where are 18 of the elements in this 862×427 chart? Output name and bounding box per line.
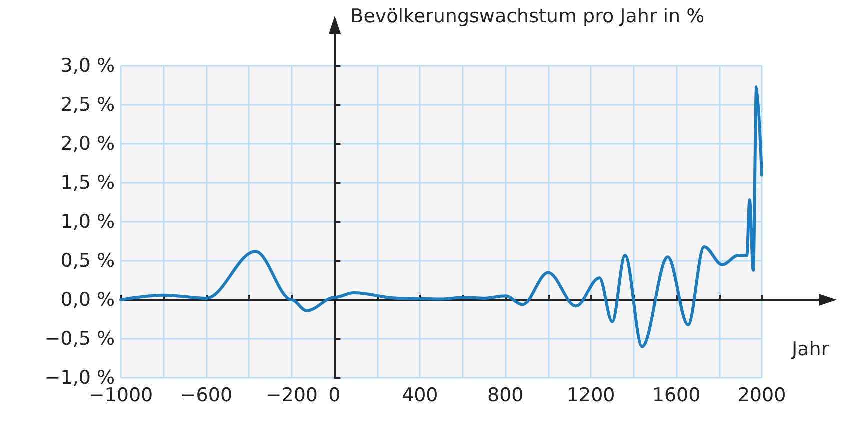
- y-axis-title: Bevölkerungswachstum pro Jahr in %: [350, 6, 705, 28]
- y-tick-label: 2,5 %: [60, 94, 115, 116]
- y-tick-label: 3,0 %: [60, 55, 115, 77]
- x-tick-label: 0: [328, 384, 341, 406]
- y-tick-label: 1,0 %: [60, 211, 115, 233]
- y-tick-label: −0,5 %: [44, 328, 115, 350]
- x-tick-label: 2000: [738, 384, 786, 406]
- x-tick-label: −600: [180, 384, 233, 406]
- y-tick-label: 2,0 %: [60, 133, 115, 155]
- x-tick-label: −200: [266, 384, 318, 406]
- x-tick-label: 400: [402, 384, 438, 406]
- y-tick-label: 1,5 %: [60, 172, 115, 194]
- y-tick-label: 0,5 %: [60, 250, 115, 272]
- x-tick-label: 1200: [566, 384, 616, 406]
- x-tick-label: 1600: [652, 384, 701, 406]
- x-axis-title: Jahr: [791, 338, 830, 360]
- y-tick-label: 0,0 %: [60, 289, 115, 311]
- x-tick-label: 800: [487, 384, 524, 406]
